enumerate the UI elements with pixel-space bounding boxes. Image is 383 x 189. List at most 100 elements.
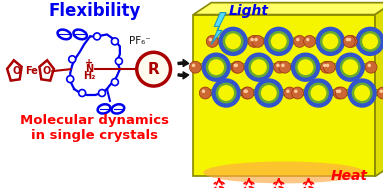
Ellipse shape — [360, 31, 381, 52]
Ellipse shape — [342, 59, 358, 75]
Circle shape — [242, 87, 254, 99]
Text: Light: Light — [229, 4, 269, 18]
Circle shape — [368, 64, 371, 67]
Circle shape — [67, 76, 74, 83]
Ellipse shape — [249, 57, 269, 78]
Text: PF₆⁻: PF₆⁻ — [129, 36, 151, 46]
Circle shape — [348, 38, 351, 41]
Text: O: O — [42, 66, 51, 76]
Ellipse shape — [362, 33, 378, 49]
FancyBboxPatch shape — [211, 38, 255, 44]
Polygon shape — [193, 3, 383, 15]
Circle shape — [234, 64, 237, 67]
Ellipse shape — [271, 33, 287, 49]
Circle shape — [380, 89, 383, 93]
Circle shape — [336, 89, 339, 93]
Circle shape — [336, 87, 347, 99]
FancyBboxPatch shape — [348, 38, 383, 44]
Circle shape — [111, 79, 118, 86]
Circle shape — [137, 52, 170, 86]
Text: in single crystals: in single crystals — [31, 129, 157, 142]
Circle shape — [209, 38, 212, 41]
Circle shape — [286, 89, 290, 93]
Ellipse shape — [251, 59, 267, 75]
Text: H₂: H₂ — [83, 71, 95, 81]
Text: +: + — [85, 58, 93, 68]
Circle shape — [206, 35, 218, 47]
Circle shape — [248, 35, 260, 47]
Circle shape — [338, 89, 341, 93]
Circle shape — [306, 38, 309, 41]
Circle shape — [326, 64, 329, 67]
Circle shape — [111, 38, 118, 45]
Text: Molecular dynamics: Molecular dynamics — [20, 114, 169, 127]
Ellipse shape — [322, 33, 338, 49]
FancyArrowPatch shape — [178, 60, 189, 67]
Circle shape — [294, 89, 298, 93]
Circle shape — [115, 58, 122, 65]
FancyBboxPatch shape — [296, 90, 341, 95]
Ellipse shape — [203, 162, 365, 183]
Polygon shape — [211, 13, 226, 44]
Circle shape — [291, 87, 304, 99]
Circle shape — [79, 90, 86, 97]
Circle shape — [321, 61, 332, 73]
FancyBboxPatch shape — [194, 64, 239, 70]
Circle shape — [244, 89, 248, 93]
Ellipse shape — [225, 33, 241, 49]
FancyArrowPatch shape — [178, 72, 189, 79]
Text: O: O — [13, 66, 21, 76]
Circle shape — [252, 35, 264, 47]
Text: Heat: Heat — [331, 169, 367, 183]
Text: R: R — [148, 62, 159, 77]
Circle shape — [241, 87, 253, 99]
FancyBboxPatch shape — [340, 90, 383, 95]
Ellipse shape — [352, 83, 373, 103]
FancyBboxPatch shape — [237, 64, 281, 70]
Ellipse shape — [295, 57, 316, 78]
Text: Fe: Fe — [25, 66, 38, 76]
Ellipse shape — [298, 59, 314, 75]
Circle shape — [234, 64, 238, 67]
Circle shape — [231, 61, 243, 73]
Ellipse shape — [311, 85, 326, 101]
Circle shape — [274, 61, 286, 73]
Circle shape — [192, 64, 195, 67]
FancyBboxPatch shape — [256, 38, 301, 44]
Circle shape — [243, 89, 247, 93]
Circle shape — [296, 38, 300, 41]
Polygon shape — [193, 15, 375, 176]
FancyBboxPatch shape — [247, 90, 291, 95]
Ellipse shape — [308, 83, 329, 103]
Circle shape — [284, 87, 296, 99]
Text: N: N — [85, 64, 93, 74]
Ellipse shape — [340, 57, 361, 78]
Circle shape — [254, 38, 258, 41]
Circle shape — [93, 33, 100, 40]
FancyBboxPatch shape — [204, 90, 249, 95]
Circle shape — [98, 90, 105, 97]
Circle shape — [202, 89, 205, 93]
Circle shape — [199, 87, 211, 99]
FancyBboxPatch shape — [283, 64, 328, 70]
Circle shape — [343, 35, 355, 47]
Ellipse shape — [223, 31, 244, 52]
Circle shape — [281, 64, 285, 67]
Ellipse shape — [261, 85, 277, 101]
Circle shape — [365, 61, 377, 73]
Circle shape — [323, 61, 336, 73]
Ellipse shape — [206, 57, 227, 78]
Circle shape — [276, 64, 280, 67]
Circle shape — [232, 61, 244, 73]
Ellipse shape — [320, 31, 341, 52]
Circle shape — [323, 64, 326, 67]
FancyBboxPatch shape — [308, 38, 353, 44]
Ellipse shape — [268, 31, 289, 52]
Text: Flexibility: Flexibility — [49, 2, 141, 20]
Ellipse shape — [354, 85, 370, 101]
Ellipse shape — [216, 83, 237, 103]
Circle shape — [345, 35, 357, 47]
FancyBboxPatch shape — [328, 64, 373, 70]
Circle shape — [69, 56, 76, 63]
Circle shape — [304, 35, 316, 47]
